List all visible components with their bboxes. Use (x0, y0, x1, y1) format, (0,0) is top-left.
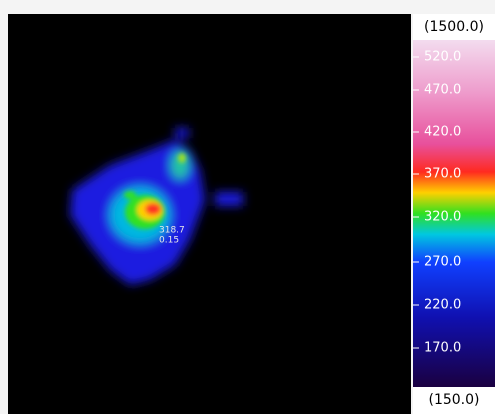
tick-label: 270.0 (424, 255, 461, 270)
thermal-display: 318.7 0.15 (1500.0) (150.0) 520.0 470.0 42… (0, 0, 495, 414)
readout-emissivity: 0.15 (159, 236, 179, 246)
tick-label: 220.0 (424, 298, 461, 313)
tick-label: 520.0 (424, 50, 461, 65)
tick-label: 420.0 (424, 125, 461, 140)
tick-label: 370.0 (424, 167, 461, 182)
tick-label: 470.0 (424, 83, 461, 98)
scale-min: (150.0) (428, 392, 479, 408)
thermal-viewer: 318.7 0.15 (1500.0) (150.0) 520.0 470.0 42… (0, 0, 495, 414)
tick-label: 320.0 (424, 210, 461, 225)
readout-temperature: 318.7 (159, 226, 185, 236)
thermal-image (8, 14, 411, 414)
scale-max: (1500.0) (424, 19, 484, 35)
tick-label: 170.0 (424, 341, 461, 356)
